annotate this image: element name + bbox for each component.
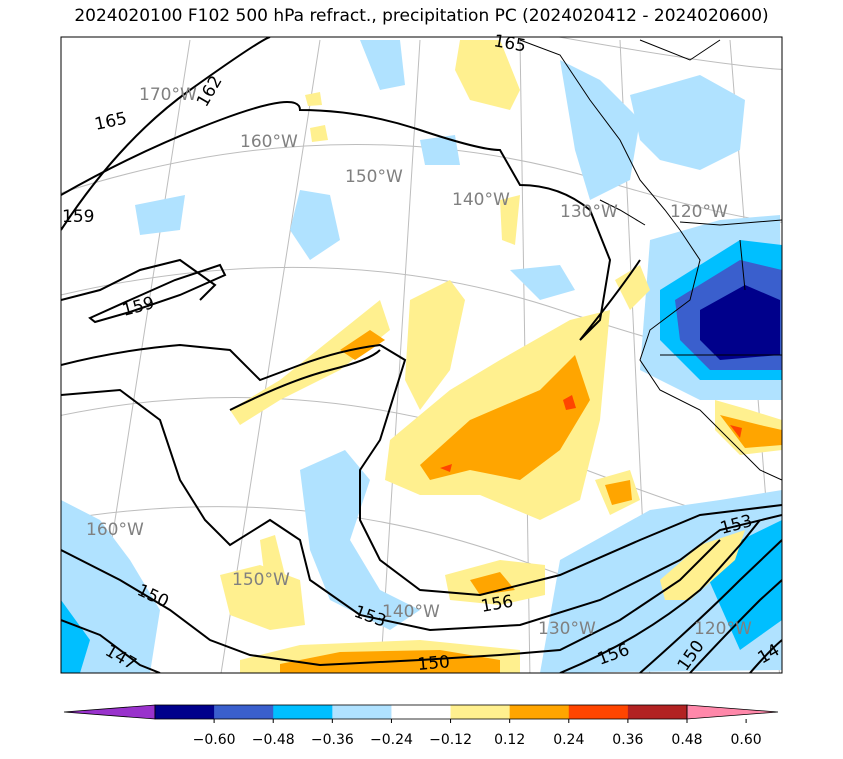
colorbar-tick-label: −0.12 (429, 732, 472, 748)
positive-precip-areas (220, 40, 782, 673)
colorbar-segment (391, 705, 452, 719)
colorbar-tick-label: −0.60 (193, 732, 236, 748)
lon-label-170w: 170°W (139, 85, 197, 105)
lon-label-140w-lower: 140°W (382, 602, 440, 622)
colorbar-tick-label: 0.36 (612, 732, 643, 748)
colorbar-tick-label: −0.36 (311, 732, 354, 748)
lon-label-120w-lower: 120°W (694, 619, 752, 639)
map-title: 2024020100 F102 500 hPa refract., precip… (74, 6, 769, 26)
lon-label-130w: 130°W (560, 202, 618, 222)
colorbar-segment (509, 705, 570, 719)
colorbar-frame (154, 704, 688, 720)
colorbar-tick-label: −0.24 (370, 732, 413, 748)
colorbar-tick-label: −0.48 (252, 732, 295, 748)
colorbar-tick-label: 0.12 (494, 732, 525, 748)
lon-label-130w-lower: 130°W (538, 619, 596, 639)
colorbar-segment (214, 705, 274, 719)
colorbar-tick-label: 0.24 (553, 732, 584, 748)
lon-label-150w: 150°W (345, 167, 403, 187)
colorbar-segment (332, 705, 392, 719)
map-frame (60, 36, 783, 674)
colorbar-tick-label: 0.60 (731, 732, 762, 748)
colorbar-segment (155, 705, 215, 719)
lon-label-120w: 120°W (670, 202, 728, 222)
colorbar-segment (627, 705, 688, 719)
colorbar-segment (450, 705, 511, 719)
contour-label-150-b: 150 (417, 652, 451, 675)
colorbar-extend-high (686, 704, 779, 720)
contour-label-159: 159 (62, 207, 94, 227)
lon-label-140w: 140°W (452, 190, 510, 210)
colorbar-extend-low (63, 704, 156, 720)
colorbar-tick-label: 0.48 (671, 732, 702, 748)
lon-label-160w: 160°W (240, 132, 298, 152)
negative-precip-areas (61, 40, 782, 673)
coastlines (519, 39, 782, 481)
lon-label-150w-lower: 150°W (232, 570, 290, 590)
colorbar-segment (568, 705, 629, 719)
colorbar-segment (273, 705, 333, 719)
height-contours (61, 37, 782, 673)
lon-label-160w-lower: 160°W (86, 520, 144, 540)
